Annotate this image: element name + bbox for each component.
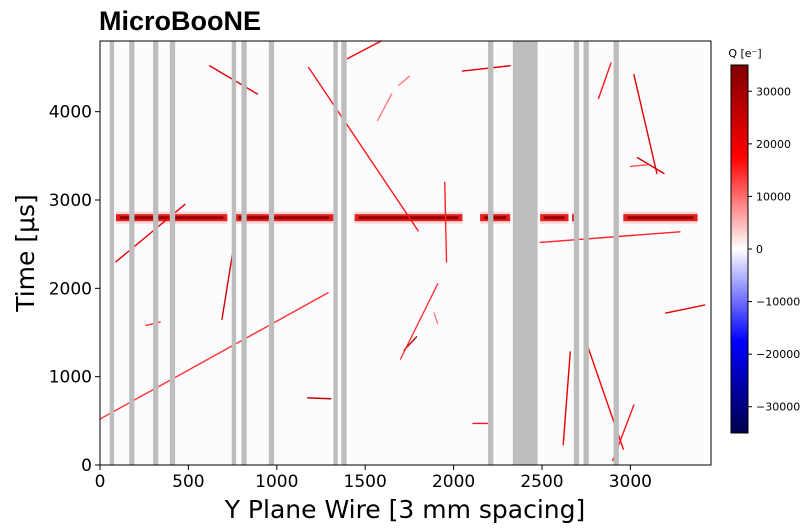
particle-track [665,304,706,314]
colorbar-tick-label: −30000 [756,401,800,414]
particle-track [461,65,511,72]
colorbar-tick-label: 30000 [756,85,791,98]
x-tick-label: 1500 [344,472,387,492]
x-tick-label: 0 [95,472,106,492]
x-tick-label: 2000 [432,472,475,492]
y-tick-label: 0 [81,456,92,476]
dead-wire-band [333,41,338,465]
x-tick-label: 1000 [255,472,298,492]
dead-wire-band [583,41,589,465]
dead-wire-band [153,41,159,465]
dead-wire-band [488,41,494,465]
plot-frame [99,40,712,466]
colorbar-tick-label: −10000 [756,296,800,309]
particle-track [562,351,571,446]
colorbar: Q [e⁻] 30000 20000 10000 0 −10000 −20000 −3000… [728,47,800,434]
dead-wire-band [268,41,275,465]
particle-track [633,73,658,175]
y-tick-label: 2000 [49,279,92,299]
x-axis-ticks: 0 500 1000 1500 2000 2500 3000 [95,465,652,492]
y-tick-label: 4000 [49,103,92,123]
x-tick-label: 500 [172,472,204,492]
particle-track [636,156,665,175]
particle-track [307,397,332,400]
colorbar-label: Q [e⁻] [728,47,761,60]
particle-track [629,163,649,168]
particle-track [433,312,439,325]
y-tick-label: 3000 [49,191,92,211]
dead-wire-band [573,41,580,465]
dead-wire-band [241,41,247,465]
colorbar-tick-label: 10000 [756,190,791,203]
y-axis-ticks: 0 1000 2000 3000 4000 [49,103,100,476]
cosmic-band-core [484,216,507,220]
x-axis-label: Y Plane Wire [3 mm spacing] [224,495,586,524]
dead-wire-band [109,41,115,465]
particle-track [99,292,329,420]
particle-track [539,231,681,244]
chart-title: MicroBooNE [99,6,261,36]
particle-track [597,62,612,100]
dead-wire-band [512,41,538,465]
track-layer [99,40,706,462]
particle-track [221,252,234,320]
dead-wire-band [169,41,176,465]
y-tick-label: 1000 [49,368,92,388]
colorbar-ticks: 30000 20000 10000 0 −10000 −20000 −30000 [748,85,800,414]
colorbar-gradient [730,64,749,434]
particle-track [398,75,411,86]
colorbar-tick-label: −20000 [756,348,800,361]
plot-background [100,41,711,465]
particle-track [399,283,439,360]
dead-wire-band [341,41,347,465]
particle-track [307,66,419,232]
x-tick-label: 3000 [609,472,652,492]
cosmic-band-core [627,216,694,220]
x-tick-label: 2500 [520,472,563,492]
plot-area [99,40,712,466]
cosmic-band-layer [115,211,698,224]
colorbar-tick-label: 20000 [756,138,791,151]
particle-track [376,93,393,122]
dead-wire-layer [109,41,619,465]
dead-wire-band [613,41,619,465]
colorbar-tick-label: 0 [756,243,763,256]
particle-track [444,181,448,263]
dead-wire-band [129,41,135,465]
dead-wire-band [231,41,237,465]
y-axis-label: Time [μs] [11,194,40,313]
cosmic-band-core [238,216,330,220]
cosmic-band-core [544,216,565,220]
particle-track [346,40,382,60]
